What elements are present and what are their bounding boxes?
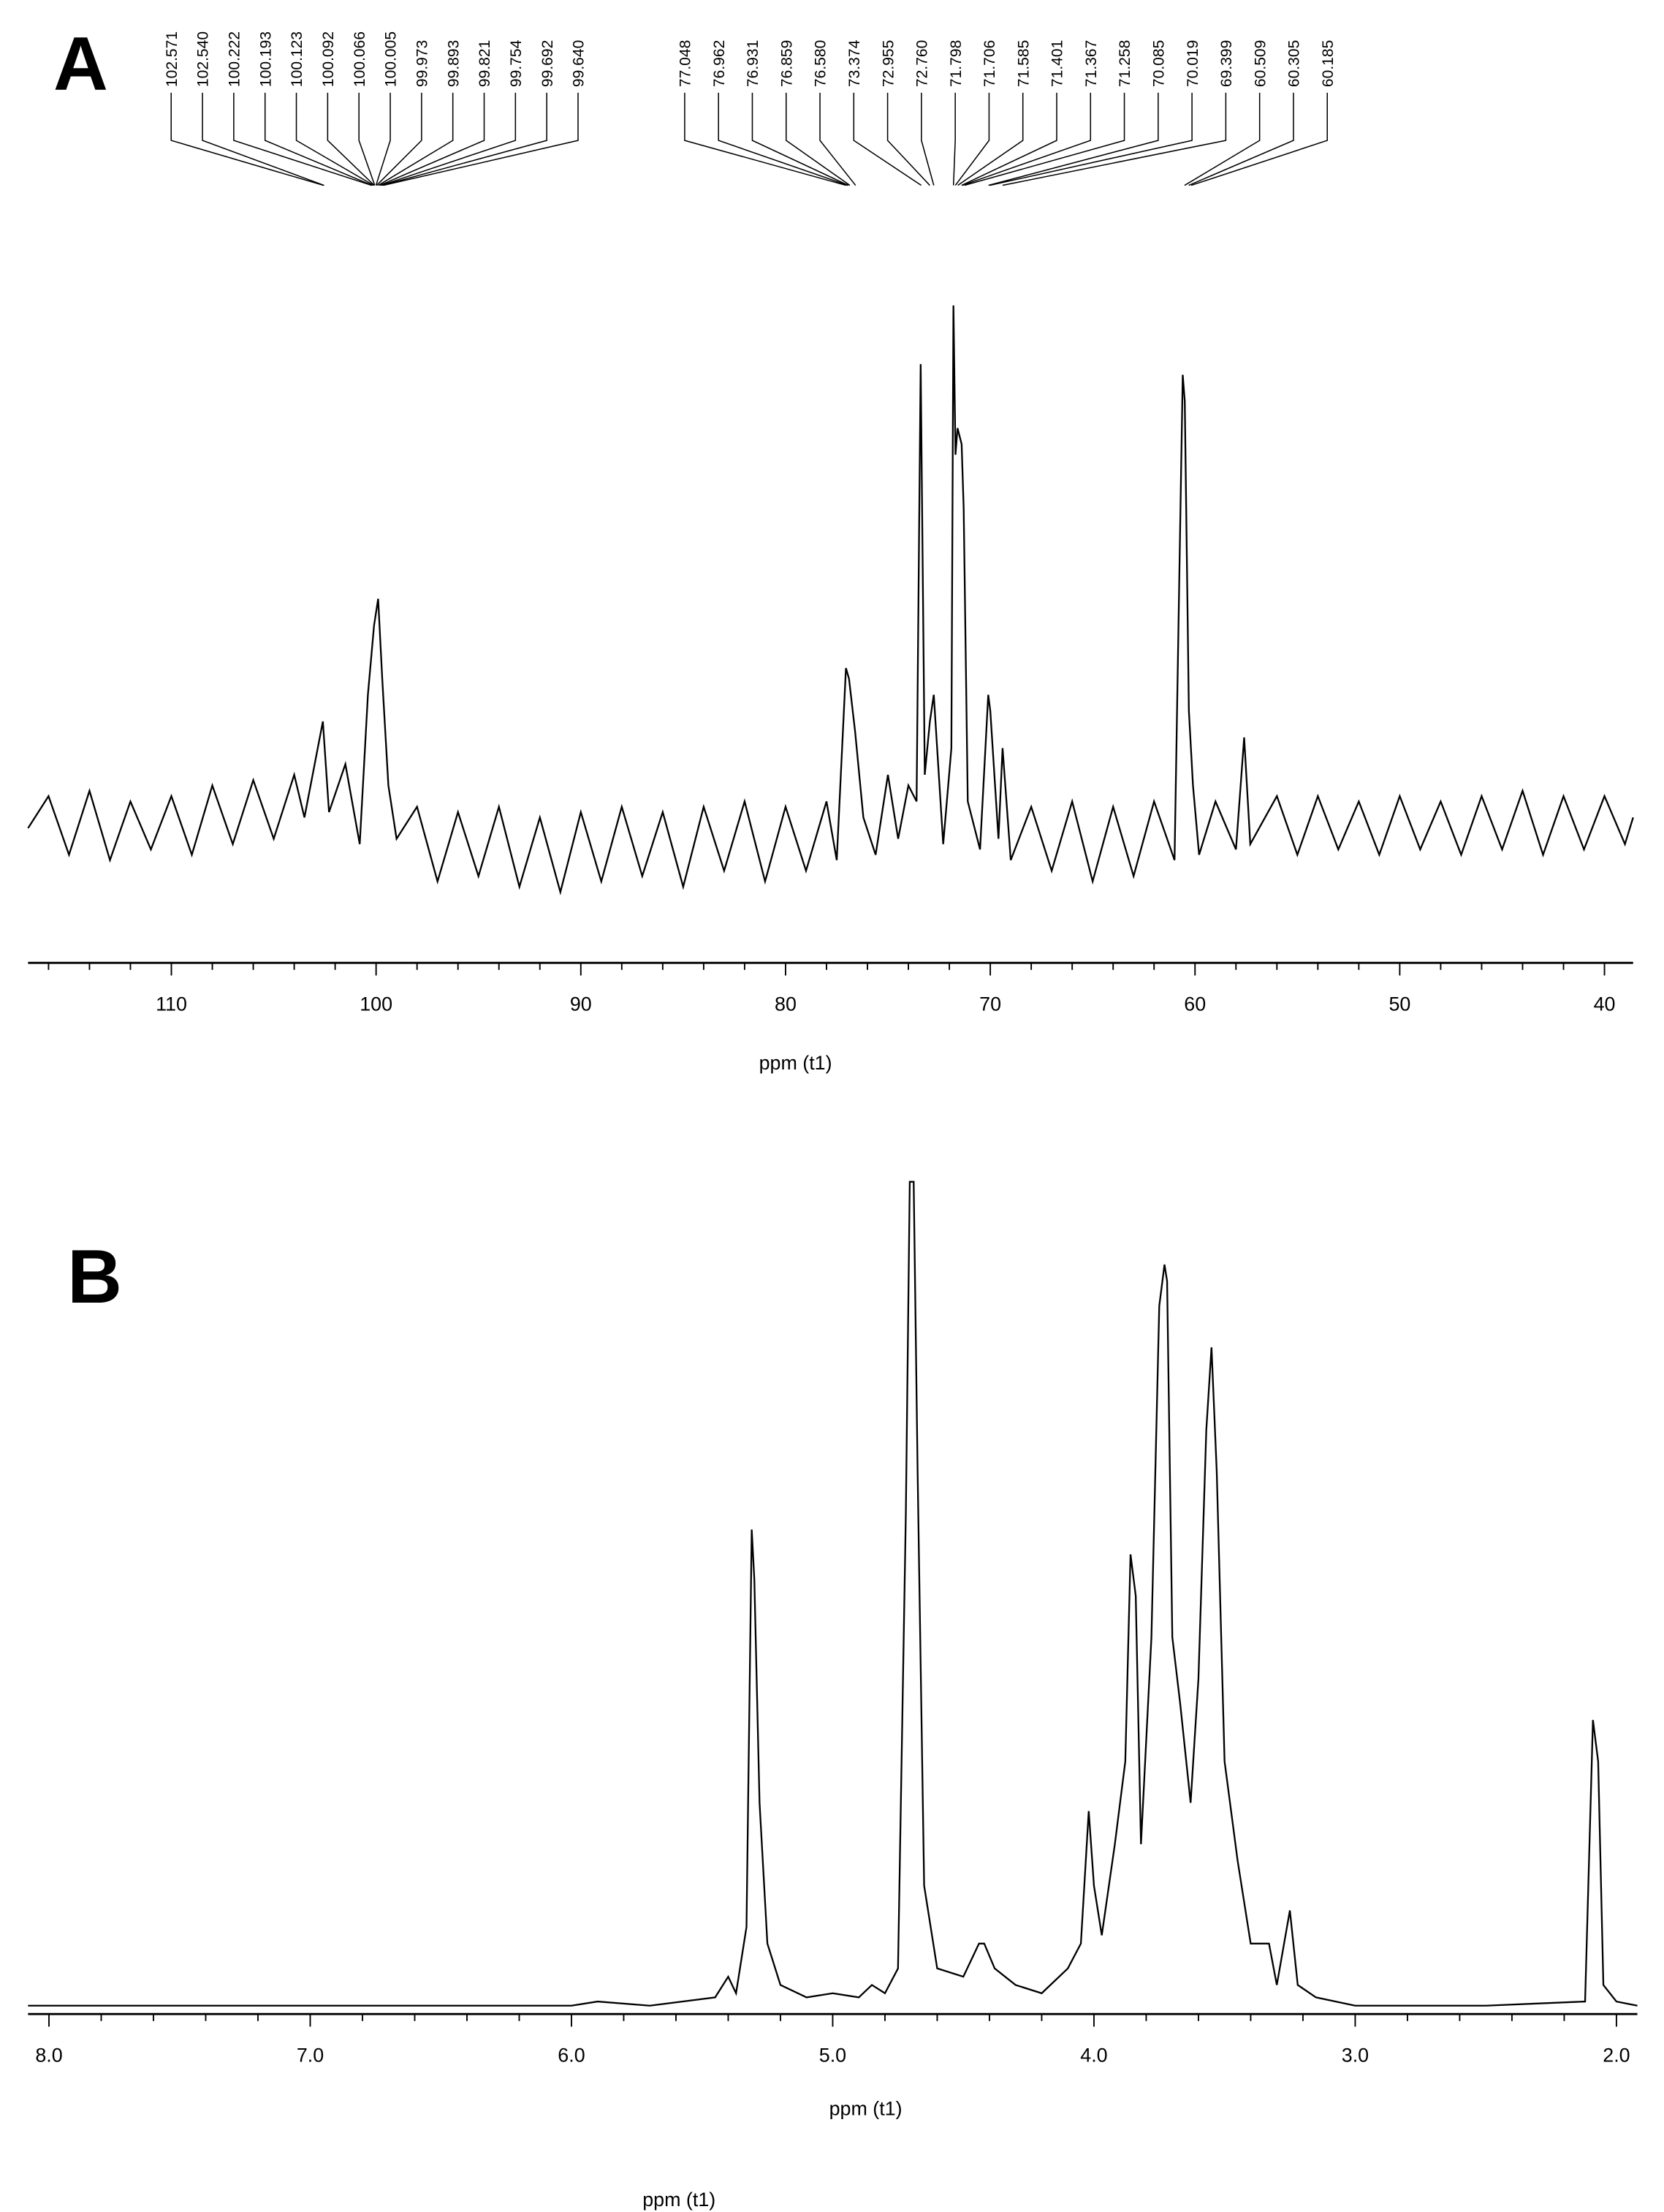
peak-leader [853,92,922,186]
peak-label: 100.005 [383,31,400,87]
peak-label: 99.754 [508,39,525,87]
x-tick-label: 7.0 [297,2044,324,2066]
peak-label: 100.066 [352,31,368,87]
peak-label: 99.640 [571,40,588,88]
panel-label: A [53,21,108,106]
peak-leader [751,92,849,186]
peak-label: 100.092 [320,31,337,87]
x-tick-label: 80 [775,993,797,1015]
peak-label: 102.540 [195,31,212,87]
peak-leader [886,92,930,186]
peak-leader [1190,92,1328,186]
peak-leader [379,92,485,186]
peak-label: 76.859 [778,40,795,88]
peak-leader [819,92,856,186]
peak-leader [957,92,1024,186]
peak-leader [295,92,374,186]
peak-leader [327,92,375,186]
peak-label: 71.401 [1049,40,1066,88]
x-tick-label: 8.0 [35,2044,62,2066]
peak-label: 102.571 [164,31,181,87]
peak-leader [1002,92,1227,186]
peak-label: 100.123 [289,31,305,87]
x-tick-label: 5.0 [819,2044,846,2066]
x-tick-label: 2.0 [1603,2044,1630,2066]
peak-leader [383,92,579,186]
peak-label: 60.509 [1252,40,1269,88]
peak-leader [233,92,372,186]
peak-leader [964,92,1125,186]
peak-label: 77.048 [677,40,694,88]
x-tick-label: 110 [156,993,187,1015]
peak-label: 72.760 [914,40,931,88]
peak-label: 73.374 [846,39,863,87]
peak-label: 76.962 [711,40,728,88]
spectrum [27,305,1634,895]
peak-label: 71.706 [981,40,998,88]
x-tick-label: 60 [1184,993,1206,1015]
panel-label: B [67,1234,122,1319]
peak-label: 71.367 [1083,40,1100,88]
x-tick-label: 100 [360,993,392,1015]
peak-label: 69.399 [1218,40,1235,88]
peak-label: 100.193 [257,31,274,87]
x-tick-label: 40 [1594,993,1616,1015]
peak-leader [1184,92,1261,186]
peak-label: 70.019 [1185,40,1201,88]
stray-axis-label: ppm (t1) [642,2189,715,2211]
peak-label: 76.580 [813,40,829,88]
peak-leader [718,92,848,186]
x-tick-label: 4.0 [1080,2044,1107,2066]
peak-leader [684,92,846,186]
peak-label: 71.798 [948,40,965,88]
peak-leader [954,92,990,186]
peak-label: 99.692 [539,40,556,88]
peak-leader [962,92,1092,186]
peak-leader [952,92,956,186]
peak-leader [378,92,454,186]
peak-label: 99.973 [414,40,431,88]
x-tick-label: 70 [979,993,1001,1015]
x-tick-label: 3.0 [1342,2044,1369,2066]
peak-leader [170,92,324,186]
peak-leader [382,92,547,186]
spectrum [28,1181,1638,2007]
peak-leader [785,92,851,186]
peak-leader [1188,92,1294,186]
x-tick-label: 6.0 [558,2044,585,2066]
peak-leader [264,92,373,186]
peak-label: 100.222 [227,31,243,87]
peak-leader [921,92,935,186]
peak-label: 60.305 [1286,40,1303,88]
peak-leader [988,92,1159,186]
peak-leader [375,92,391,186]
peak-label: 99.893 [445,40,462,88]
x-tick-label: 90 [570,993,592,1015]
x-axis-label: ppm (t1) [759,1052,832,1074]
peak-leader [961,92,1057,186]
peak-leader [989,92,1193,186]
x-axis-label: ppm (t1) [829,2097,903,2119]
peak-leader [376,92,422,186]
peak-leader [381,92,517,186]
peak-leader [202,92,324,186]
peak-label: 60.185 [1320,40,1337,88]
x-tick-label: 50 [1388,993,1410,1015]
peak-label: 71.258 [1117,40,1133,88]
peak-label: 99.821 [476,40,493,88]
peak-label: 76.931 [745,40,761,88]
peak-label: 70.085 [1151,40,1168,88]
peak-leader [358,92,376,186]
peak-label: 71.585 [1015,40,1032,88]
peak-label: 72.955 [880,40,897,88]
